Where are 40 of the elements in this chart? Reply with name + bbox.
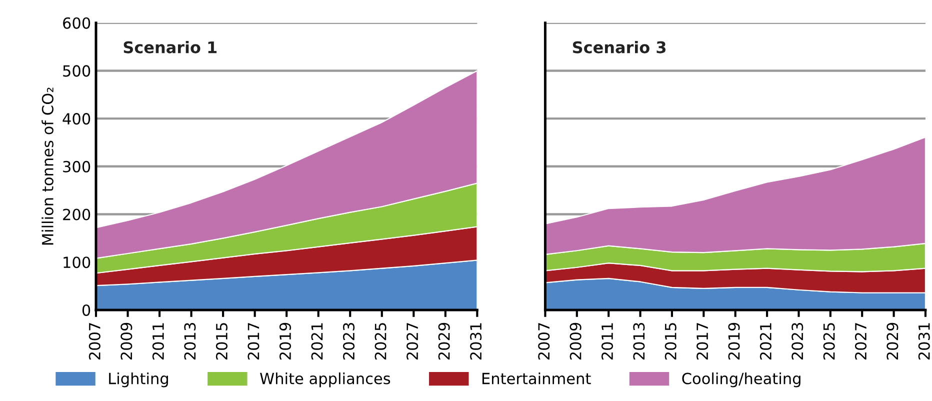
x-tick-label: 2023 bbox=[792, 323, 804, 360]
y-tick-label: 500 bbox=[63, 65, 90, 77]
x-tick-label: 2011 bbox=[601, 323, 614, 360]
x-tick-label: 2009 bbox=[120, 322, 132, 360]
y-tick-label: 100 bbox=[64, 256, 90, 268]
y-tick-label: 400 bbox=[62, 113, 90, 125]
x-tick-label: 2015 bbox=[664, 323, 676, 360]
text: Scenario 3 bbox=[572, 40, 666, 54]
text: Scenario 1 bbox=[124, 40, 217, 54]
x-tick-label: 2031 bbox=[470, 323, 482, 360]
x-tick-label: 2023 bbox=[343, 323, 355, 360]
x-tick-label: 2027 bbox=[406, 323, 418, 360]
x-tick-label: 2025 bbox=[823, 323, 835, 360]
x-tick-label: 2025 bbox=[374, 323, 386, 360]
x-tick-label: 2015 bbox=[216, 323, 228, 360]
x-tick-label: 2019 bbox=[279, 322, 292, 360]
x-tick-label: 2007 bbox=[538, 323, 550, 360]
y-tick-label: 600 bbox=[63, 17, 90, 29]
x-tick-label: 2007 bbox=[88, 323, 100, 360]
x-tick-label: 2021 bbox=[760, 323, 772, 360]
y-axis-title: Million tonnes of CO₂ bbox=[42, 88, 54, 245]
x-tick-label: 2017 bbox=[248, 323, 260, 360]
x-tick-label: 2013 bbox=[633, 323, 645, 360]
x-tick-label: 2031 bbox=[918, 323, 930, 360]
y-tick-label: 0 bbox=[82, 304, 90, 316]
legend-label: White appliances bbox=[260, 372, 390, 388]
x-tick-label: 2009 bbox=[570, 322, 582, 360]
legend-label: Cooling/heating bbox=[682, 372, 800, 388]
y-tick-label: 300 bbox=[63, 160, 90, 172]
y-tick-label: 200 bbox=[63, 208, 90, 220]
x-tick-label: 2029 bbox=[886, 322, 898, 360]
x-tick-label: 2017 bbox=[696, 323, 708, 360]
x-tick-label: 2021 bbox=[311, 323, 323, 360]
x-tick-label: 2019 bbox=[728, 322, 740, 360]
x-tick-label: 2027 bbox=[854, 323, 867, 360]
legend-label: Entertainment bbox=[482, 372, 591, 384]
x-tick-label: 2013 bbox=[184, 323, 196, 360]
x-tick-label: 2011 bbox=[152, 323, 164, 360]
x-tick-label: 2029 bbox=[438, 322, 450, 360]
legend-label: Lighting bbox=[109, 372, 168, 388]
